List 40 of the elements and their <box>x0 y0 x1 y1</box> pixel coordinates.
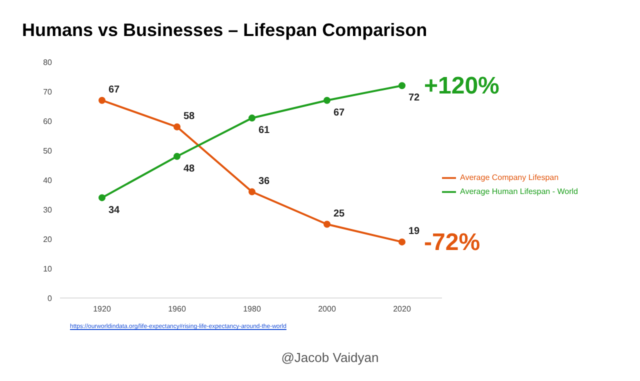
x-tick-label: 1980 <box>243 304 262 314</box>
point <box>398 82 406 90</box>
data-label: 58 <box>183 110 195 122</box>
data-label: 34 <box>108 204 120 216</box>
annotation: +120% <box>424 72 500 100</box>
y-tick-label: 70 <box>43 87 53 96</box>
y-tick-label: 10 <box>43 264 53 274</box>
chart-title: Humans vs Businesses – Lifespan Comparison <box>21 19 428 42</box>
data-label: 67 <box>333 107 345 118</box>
data-label: 25 <box>333 208 345 220</box>
data-label: 67 <box>108 84 120 96</box>
data-label: 48 <box>183 164 195 174</box>
point <box>248 114 256 122</box>
y-tick-label: 0 <box>48 294 53 303</box>
data-label: 61 <box>258 125 270 136</box>
point <box>248 188 256 196</box>
point <box>324 96 330 104</box>
y-tick-label: 80 <box>43 58 53 67</box>
point <box>398 238 406 246</box>
x-tick-label: 2000 <box>318 304 336 314</box>
point <box>324 220 330 228</box>
point <box>98 194 106 202</box>
y-tick-label: 20 <box>43 234 53 244</box>
legend-label: Average Human Lifespan - World <box>460 187 578 196</box>
y-tick-label: 50 <box>43 146 53 156</box>
x-tick-label: 1920 <box>93 304 112 314</box>
text: @Jacob Vaidyan <box>280 350 380 365</box>
legend-label: Average Company Lifespan <box>460 173 559 182</box>
x-tick-label: 2020 <box>393 304 412 314</box>
data-label: 72 <box>408 92 420 104</box>
point <box>174 123 180 130</box>
data-label: 19 <box>408 226 420 237</box>
y-tick-label: 30 <box>43 205 53 214</box>
data-label: 36 <box>258 176 270 187</box>
x-tick-label: 1960 <box>168 304 186 314</box>
point <box>174 152 180 160</box>
y-tick-label: 60 <box>43 116 53 126</box>
annotation: -72% <box>424 228 480 256</box>
y-tick-label: 40 <box>43 176 53 185</box>
point <box>98 96 106 104</box>
